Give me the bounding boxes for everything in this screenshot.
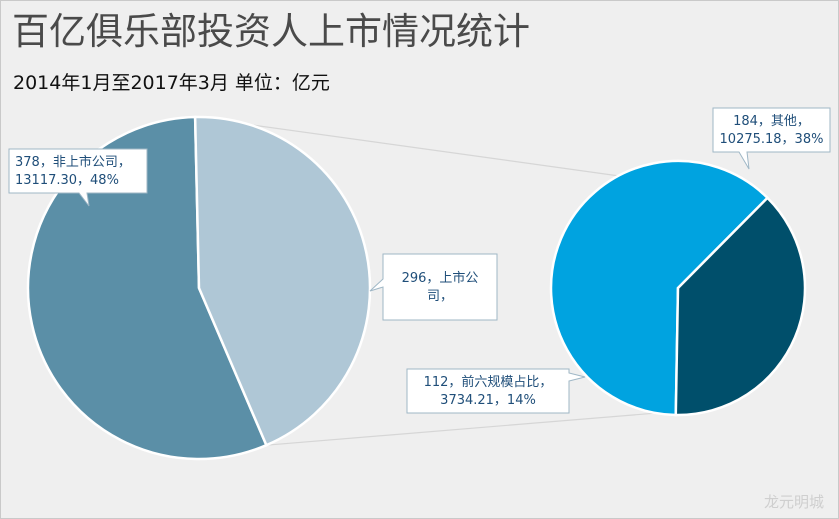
callout-secondary-slice-1-line-1: 184，其他， [733,114,810,129]
callout-secondary-slice-2-line-1: 112，前六规模占比， [424,374,553,390]
callout-main-slice-2-box [369,253,498,321]
callout-secondary-slice-2-line-2: 3734.21，14% [440,393,536,408]
callout-secondary-slice-2: 112，前六规模占比， 3734.21，14% [406,368,586,414]
chart-subtitle: 2014年1月至2017年3月 单位：亿元 [13,72,330,94]
callout-main-slice-1: 378，非上市公司， 13117.30，48% [8,148,148,207]
connector-lines [195,116,656,446]
chart-title: 百亿俱乐部投资人上市情况统计 [12,10,530,53]
callout-main-slice-2-line-2: 司， [427,289,453,304]
callout-main-slice-2: 296，上市公司， [369,253,498,321]
connector-line-top [195,116,619,177]
data-label-callouts: 378，非上市公司， 13117.30，48% 296，上市公司， 184，其他， 10… [8,107,831,414]
callout-main-slice-1-line-1: 378，非上市公司， [15,154,131,170]
callout-main-slice-1-line-2: 13117.30，48% [15,173,119,188]
callout-main-slice-2-line-1: 296，上市公 [402,270,479,286]
callout-secondary-slice-2-box [406,368,586,414]
main-pie-slice-2 [193,115,372,447]
callout-secondary-slice-1-line-2: 10275.18，38% [720,132,824,147]
callout-main-slice-1-box [8,148,148,207]
watermark: 龙元明城 [763,493,824,511]
secondary-pie [549,159,807,417]
callout-secondary-slice-1: 184，其他， 10275.18，38% [712,107,831,170]
secondary-pie-slice-2 [674,196,807,417]
callout-secondary-slice-1-box [712,107,831,170]
connector-line-bottom [266,412,656,446]
secondary-pie-slice-1 [549,159,770,417]
